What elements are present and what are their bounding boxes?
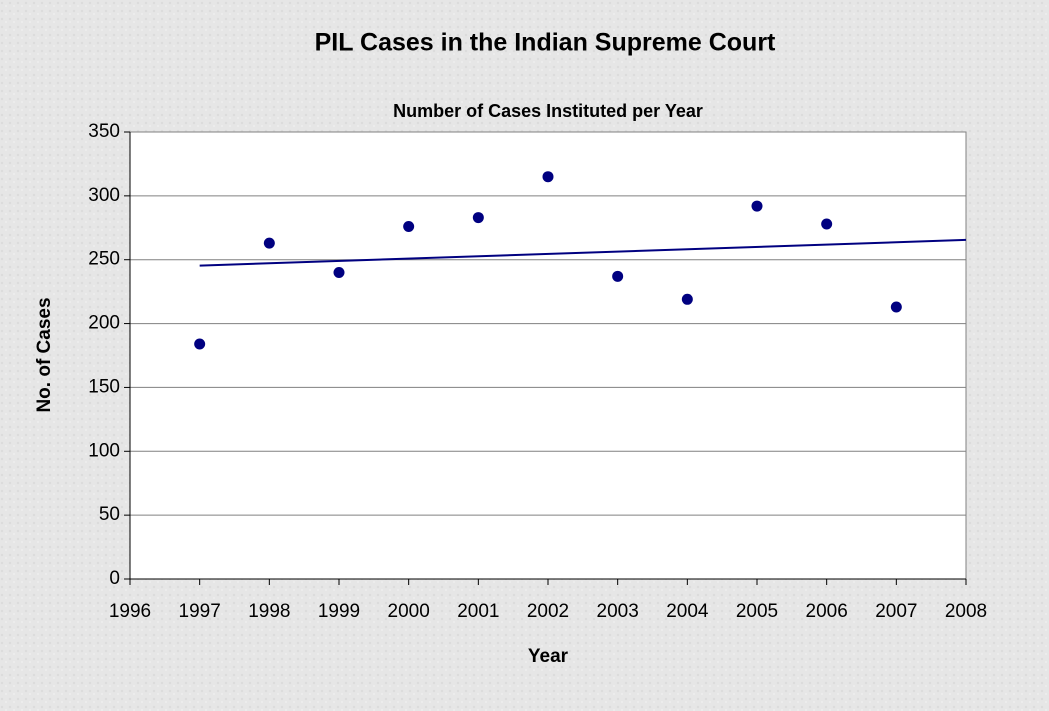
x-tick-label: 2007 [875, 601, 917, 622]
x-tick-label: 2004 [666, 601, 709, 622]
x-tick-label: 2005 [736, 601, 778, 622]
x-tick-label: 2001 [457, 601, 499, 622]
x-tick-label: 2006 [806, 601, 848, 622]
y-tick-label: 250 [88, 249, 120, 270]
x-axis-label: Year [528, 646, 569, 667]
x-tick-label: 1999 [318, 601, 360, 622]
data-point [681, 293, 693, 305]
x-tick-label: 2003 [597, 601, 639, 622]
plot-area [129, 131, 967, 580]
data-point [333, 266, 345, 278]
y-tick-label: 100 [88, 440, 120, 461]
x-tick-label: 2008 [945, 601, 987, 622]
chart-title: PIL Cases in the Indian Supreme Court [315, 29, 776, 57]
data-point [612, 270, 624, 282]
data-point [194, 338, 206, 350]
y-tick-label: 300 [88, 185, 120, 206]
x-tick-label: 2002 [527, 601, 569, 622]
x-tick-label: 1997 [179, 601, 221, 622]
data-point [472, 212, 484, 224]
data-point [751, 200, 763, 212]
data-point [890, 301, 902, 313]
data-point [542, 171, 554, 183]
x-tick-label: 1998 [248, 601, 290, 622]
data-point [821, 218, 833, 230]
y-axis-label: No. of Cases [34, 297, 55, 412]
y-tick-label: 150 [88, 376, 120, 397]
chart-subtitle: Number of Cases Instituted per Year [393, 101, 703, 121]
y-tick-label: 0 [109, 568, 120, 589]
y-tick-label: 200 [88, 313, 120, 334]
data-point [403, 221, 415, 233]
data-point [263, 237, 275, 249]
y-tick-label: 50 [99, 504, 120, 525]
x-tick-label: 1996 [109, 601, 151, 622]
y-tick-label: 350 [88, 121, 120, 142]
x-tick-label: 2000 [388, 601, 430, 622]
trendline [199, 238, 967, 267]
